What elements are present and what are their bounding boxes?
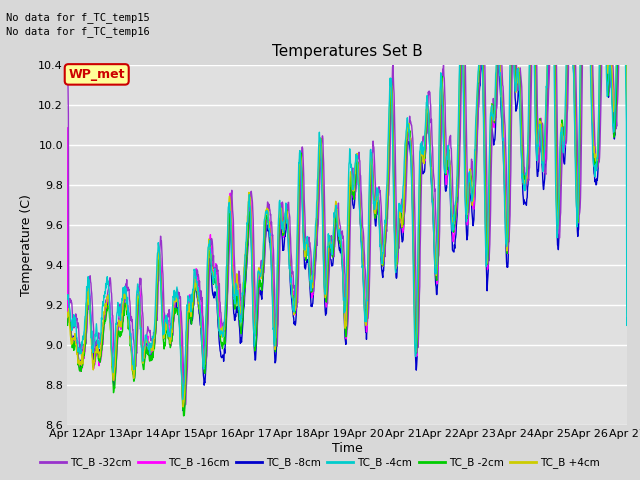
X-axis label: Time: Time <box>332 442 363 455</box>
Text: WP_met: WP_met <box>68 68 125 81</box>
Legend: TC_B -32cm, TC_B -16cm, TC_B -8cm, TC_B -4cm, TC_B -2cm, TC_B +4cm: TC_B -32cm, TC_B -16cm, TC_B -8cm, TC_B … <box>36 453 604 472</box>
Title: Temperatures Set B: Temperatures Set B <box>272 45 422 60</box>
Text: No data for f_TC_temp15: No data for f_TC_temp15 <box>6 12 150 23</box>
Y-axis label: Temperature (C): Temperature (C) <box>20 194 33 296</box>
Text: No data for f_TC_temp16: No data for f_TC_temp16 <box>6 26 150 37</box>
